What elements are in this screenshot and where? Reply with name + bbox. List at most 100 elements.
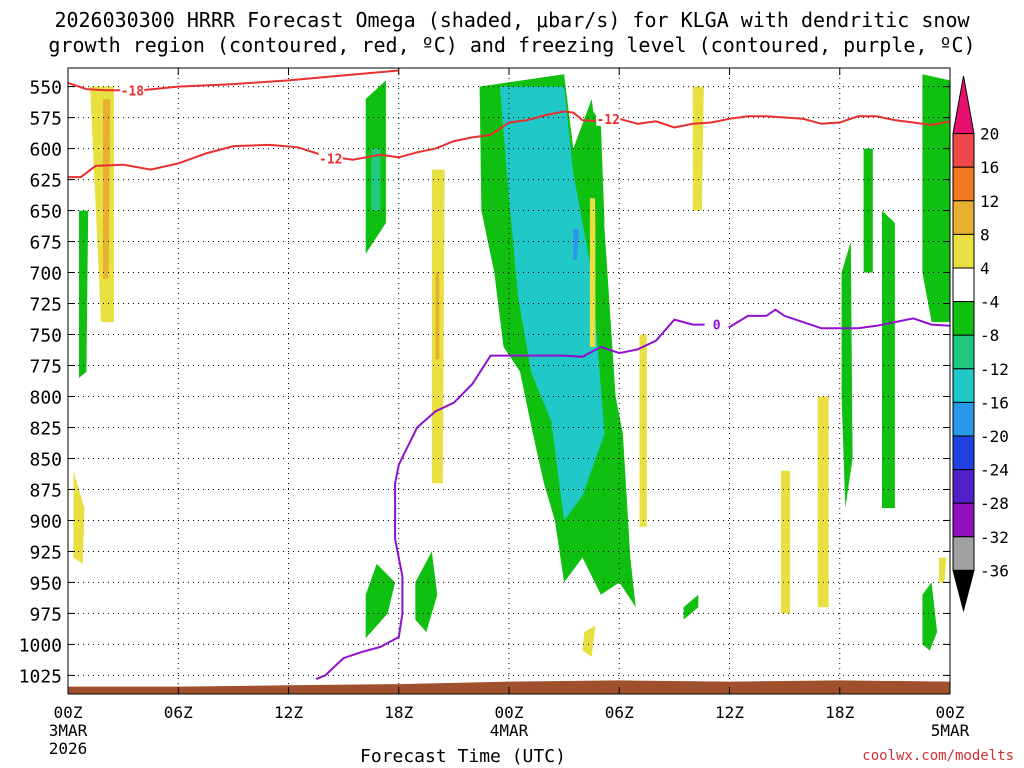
x-tick-label-24: 00Z bbox=[495, 703, 524, 722]
omega-region-16 bbox=[593, 111, 605, 223]
colorbar-bottom-triangle bbox=[952, 569, 975, 613]
freezing-contour-0 bbox=[315, 308, 950, 681]
omega-region-1 bbox=[102, 99, 111, 279]
y-tick-label-725: 725 bbox=[29, 295, 62, 316]
colorbar-swatch-9 bbox=[952, 401, 975, 437]
chart-title: 2026030300 HRRR Forecast Omega (shaded, … bbox=[48, 8, 976, 57]
dendritic-contour-1 bbox=[68, 110, 950, 179]
colorbar-swatch-13 bbox=[952, 536, 975, 571]
x-tick-label-36: 12Z bbox=[715, 703, 744, 722]
colorbar-swatch-5 bbox=[952, 267, 975, 303]
colorbar-swatch-7 bbox=[952, 334, 975, 370]
colorbar-swatch-12 bbox=[952, 502, 975, 538]
colorbar-label-2: 12 bbox=[980, 192, 999, 211]
colorbar-swatch-10 bbox=[952, 435, 975, 471]
omega-region-26 bbox=[922, 582, 938, 651]
omega-region-14 bbox=[589, 198, 596, 347]
y-tick-label-575: 575 bbox=[29, 109, 62, 130]
credit-text: coolwx.com/modelts bbox=[862, 748, 1014, 764]
colorbar-label-11: -28 bbox=[980, 494, 1009, 513]
y-tick-label-975: 975 bbox=[29, 604, 62, 625]
colorbar-label-12: -32 bbox=[980, 528, 1009, 547]
y-tick-label-850: 850 bbox=[29, 449, 62, 470]
colorbar-swatch-11 bbox=[952, 469, 975, 504]
y-tick-label-1025: 1025 bbox=[19, 666, 62, 687]
omega-region-12 bbox=[514, 86, 585, 434]
x-tick-label-30: 06Z bbox=[605, 703, 634, 722]
colorbar-label-1: 16 bbox=[980, 158, 999, 177]
colorbar-label-3: 8 bbox=[980, 225, 990, 244]
y-tick-label-950: 950 bbox=[29, 573, 62, 594]
x-tick-label-12: 12Z bbox=[274, 703, 303, 722]
omega-region-27 bbox=[939, 557, 947, 583]
omega-region-5 bbox=[435, 272, 440, 360]
dendritic-contour-0 bbox=[68, 69, 399, 92]
omega-region-20 bbox=[780, 470, 791, 614]
omega-region-13 bbox=[573, 229, 579, 261]
x-tick-label-48: 00Z bbox=[936, 703, 965, 722]
y-tick-label-600: 600 bbox=[29, 140, 62, 161]
contour-label-m12b-bg bbox=[596, 111, 621, 126]
omega-region-9 bbox=[415, 551, 438, 632]
colorbar-label-4: 4 bbox=[980, 259, 990, 278]
omega-region-25 bbox=[922, 74, 950, 323]
x-tick-label-18: 18Z bbox=[384, 703, 413, 722]
y-tick-label-775: 775 bbox=[29, 357, 62, 378]
contour-label-m12a: -12 bbox=[319, 152, 342, 167]
x-tick-date-0: 3MAR bbox=[49, 721, 88, 740]
y-tick-label-925: 925 bbox=[29, 542, 62, 563]
colorbar-label-7: -12 bbox=[980, 360, 1009, 379]
y-tick-label-650: 650 bbox=[29, 202, 62, 223]
y-tick-label-700: 700 bbox=[29, 264, 62, 285]
contour-label-0-bg bbox=[704, 317, 729, 332]
y-tick-label-750: 750 bbox=[29, 326, 62, 347]
omega-region-17 bbox=[639, 334, 647, 527]
colorbar-label-0: 20 bbox=[980, 125, 999, 144]
y-tick-label-1000: 1000 bbox=[19, 635, 62, 656]
colorbar-label-6: -8 bbox=[980, 326, 999, 345]
colorbar-swatch-8 bbox=[952, 368, 975, 403]
plot-area: -18 -12 -12 0 bbox=[68, 68, 950, 694]
x-tick-label-0: 00Z bbox=[54, 703, 83, 722]
omega-region-2 bbox=[73, 470, 85, 564]
x-axis-title: Forecast Time (UTC) bbox=[360, 746, 566, 767]
colorbar-swatch-2 bbox=[952, 166, 975, 202]
omega-region-15 bbox=[582, 625, 596, 657]
colorbar-top-triangle bbox=[952, 75, 975, 135]
x-tick-date-48: 5MAR bbox=[931, 721, 970, 740]
y-tick-label-900: 900 bbox=[29, 511, 62, 532]
colorbar-swatch-4 bbox=[952, 233, 975, 269]
contour-label-m18-bg bbox=[120, 83, 145, 98]
contour-label-m12b: -12 bbox=[596, 113, 619, 128]
x-tick-year-0: 2026 bbox=[49, 739, 88, 758]
colorbar-label-8: -16 bbox=[980, 393, 1009, 412]
y-tick-label-625: 625 bbox=[29, 171, 62, 192]
omega-region-21 bbox=[817, 396, 829, 608]
y-tick-label-675: 675 bbox=[29, 233, 62, 254]
x-tick-label-42: 18Z bbox=[825, 703, 854, 722]
x-tick-date-24: 4MAR bbox=[490, 721, 529, 740]
colorbar-swatch-3 bbox=[952, 200, 975, 235]
omega-region-22 bbox=[841, 241, 853, 509]
omega-region-7 bbox=[371, 148, 381, 211]
contour-label-m12a-bg bbox=[318, 151, 343, 166]
y-tick-label-800: 800 bbox=[29, 387, 62, 408]
colorbar-label-9: -20 bbox=[980, 427, 1009, 446]
colorbar-swatch-1 bbox=[952, 133, 975, 168]
contour-label-0: 0 bbox=[713, 319, 721, 334]
omega-region-3 bbox=[79, 210, 89, 378]
colorbar-label-13: -36 bbox=[980, 561, 1009, 580]
y-tick-label-550: 550 bbox=[29, 78, 62, 99]
omega-region-8 bbox=[365, 563, 396, 639]
omega-region-19 bbox=[683, 594, 699, 620]
colorbar-label-10: -24 bbox=[980, 461, 1009, 480]
omega-region-24 bbox=[882, 210, 895, 509]
y-tick-label-875: 875 bbox=[29, 480, 62, 501]
x-tick-label-6: 06Z bbox=[164, 703, 193, 722]
colorbar-label-5: -4 bbox=[980, 293, 999, 312]
contour-label-m18: -18 bbox=[121, 84, 145, 99]
omega-region-0 bbox=[90, 86, 114, 323]
y-tick-label-825: 825 bbox=[29, 418, 62, 439]
colorbar-swatch-6 bbox=[952, 301, 975, 336]
